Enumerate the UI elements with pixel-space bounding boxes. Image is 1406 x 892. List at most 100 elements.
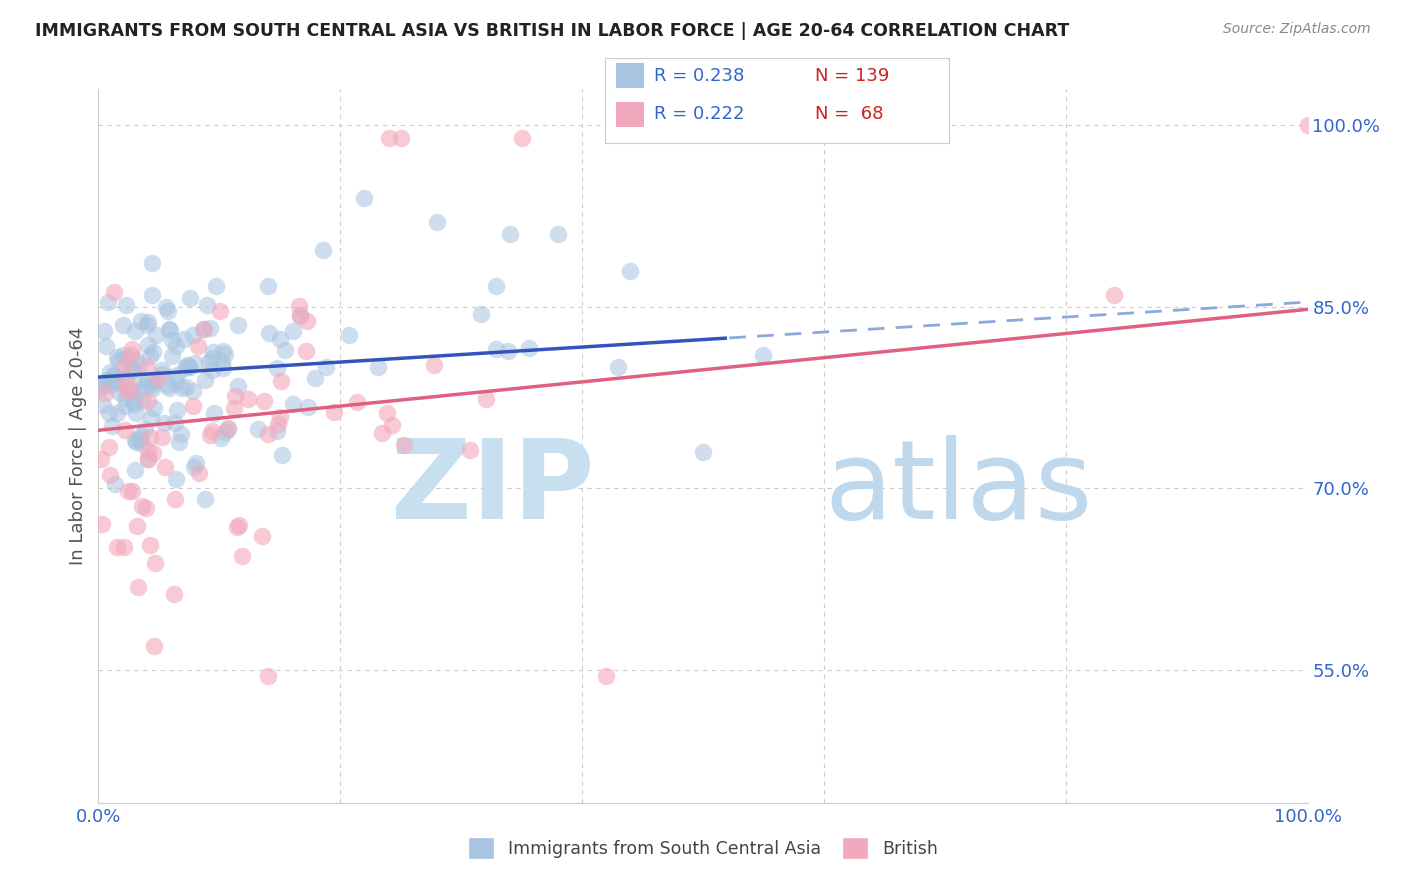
Point xyxy=(209,303,232,318)
Point xyxy=(198,428,221,442)
Point xyxy=(124,434,146,448)
Point xyxy=(174,360,197,375)
Point xyxy=(96,339,118,353)
Point xyxy=(121,342,143,356)
Point xyxy=(281,397,304,411)
Point xyxy=(97,373,120,387)
Point xyxy=(269,332,291,346)
Point xyxy=(142,344,165,359)
Point xyxy=(484,342,506,356)
Point xyxy=(136,360,159,375)
Point xyxy=(202,344,225,359)
Point xyxy=(136,394,159,409)
Point xyxy=(173,332,195,346)
Point xyxy=(287,299,309,313)
Point xyxy=(198,355,221,369)
Point xyxy=(212,344,235,359)
Point xyxy=(752,348,775,362)
Point xyxy=(184,356,207,370)
Point xyxy=(288,308,311,322)
Point xyxy=(266,361,288,376)
Point xyxy=(377,130,399,145)
Point xyxy=(141,256,163,270)
Point xyxy=(156,304,179,318)
Point xyxy=(122,394,145,409)
Point xyxy=(174,380,197,394)
Point xyxy=(166,403,188,417)
Point xyxy=(136,444,159,458)
Point xyxy=(214,347,236,361)
Point xyxy=(183,460,205,475)
Point xyxy=(375,406,398,420)
Point xyxy=(127,580,149,594)
Point xyxy=(181,328,204,343)
Point xyxy=(136,315,159,329)
Point xyxy=(124,463,146,477)
Text: R = 0.222: R = 0.222 xyxy=(654,105,744,123)
Point xyxy=(114,423,136,437)
Point xyxy=(290,310,312,324)
Point xyxy=(136,318,159,332)
Point xyxy=(134,422,156,436)
Point xyxy=(211,354,233,368)
Point xyxy=(142,380,165,394)
Point xyxy=(112,348,135,362)
Point xyxy=(193,322,215,336)
Point xyxy=(228,517,250,532)
Point xyxy=(103,368,125,383)
Point xyxy=(114,399,136,413)
Point xyxy=(122,396,145,410)
Point xyxy=(211,361,233,376)
Point xyxy=(224,401,246,415)
Point xyxy=(270,375,292,389)
Point xyxy=(101,418,124,433)
Point xyxy=(108,385,131,400)
Point xyxy=(105,540,128,554)
Point xyxy=(141,375,163,389)
Point xyxy=(165,339,187,353)
Point xyxy=(167,435,190,450)
Point xyxy=(194,491,217,506)
Point xyxy=(120,363,142,377)
Point xyxy=(312,243,335,257)
Point xyxy=(150,363,173,377)
Point xyxy=(125,407,148,421)
Legend: Immigrants from South Central Asia, British: Immigrants from South Central Asia, Brit… xyxy=(461,830,945,865)
Text: IMMIGRANTS FROM SOUTH CENTRAL ASIA VS BRITISH IN LABOR FORCE | AGE 20-64 CORRELA: IMMIGRANTS FROM SOUTH CENTRAL ASIA VS BR… xyxy=(35,22,1070,40)
Point xyxy=(135,374,157,388)
Point xyxy=(115,298,138,312)
Point xyxy=(547,227,569,242)
Point xyxy=(91,398,114,412)
Point xyxy=(143,556,166,570)
Text: N =  68: N = 68 xyxy=(815,105,884,123)
Point xyxy=(157,378,180,392)
Point xyxy=(98,406,121,420)
Point xyxy=(127,371,149,385)
Point xyxy=(145,328,167,343)
Point xyxy=(131,499,153,513)
Point xyxy=(159,323,181,337)
Point xyxy=(120,384,142,399)
Point xyxy=(160,349,183,363)
Point xyxy=(510,130,533,145)
Point xyxy=(153,460,176,475)
Point xyxy=(257,427,280,442)
Point xyxy=(129,429,152,443)
Point xyxy=(209,431,232,445)
Text: Source: ZipAtlas.com: Source: ZipAtlas.com xyxy=(1223,22,1371,37)
Point xyxy=(139,430,162,444)
Point xyxy=(143,640,166,654)
Point xyxy=(295,343,318,358)
Point xyxy=(90,451,112,466)
Point xyxy=(157,322,180,336)
Point xyxy=(163,416,186,430)
Point xyxy=(103,285,125,299)
Point xyxy=(170,381,193,395)
Point xyxy=(165,492,187,507)
Point xyxy=(153,416,176,430)
Point xyxy=(201,363,224,377)
Point xyxy=(226,379,249,393)
Point xyxy=(146,370,169,384)
Point xyxy=(112,318,135,332)
Point xyxy=(169,426,191,441)
